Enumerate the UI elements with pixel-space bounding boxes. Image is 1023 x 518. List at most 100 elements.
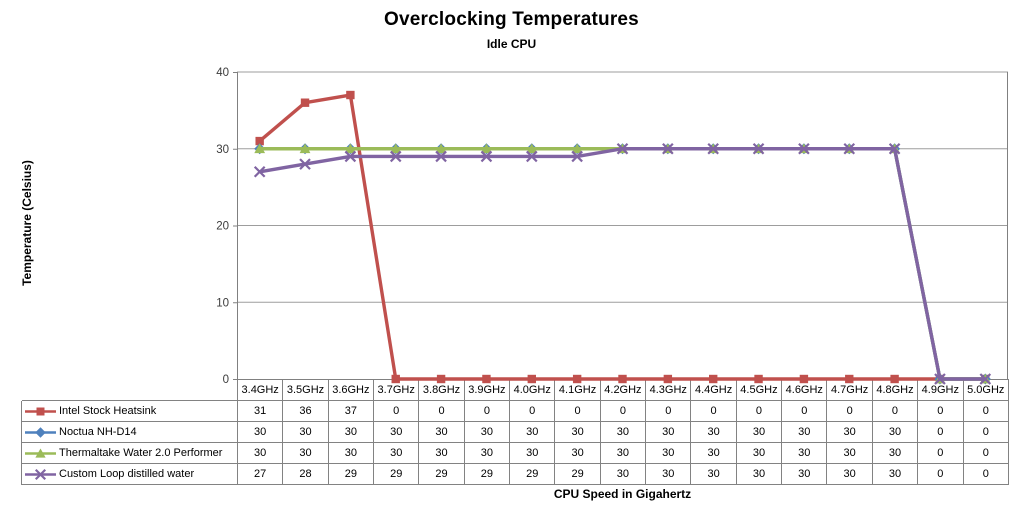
series-line: [259, 147, 986, 381]
x-category-label: 3.4GHz: [236, 379, 284, 401]
x-category-label: 4.2GHz: [599, 379, 647, 401]
marker-x: [707, 142, 719, 155]
legend-label: Intel Stock Heatsink: [59, 405, 157, 418]
marker-x: [662, 142, 674, 155]
x-category-label: 4.0GHz: [509, 379, 556, 401]
legend-label: Thermaltake Water 2.0 Performer: [59, 447, 223, 460]
marker-x: [843, 142, 856, 155]
value-cell: 0: [418, 399, 465, 423]
legend-cell: Thermaltake Water 2.0 Performer: [21, 442, 238, 465]
value-cell: 30: [327, 442, 375, 465]
value-cell: 30: [871, 421, 919, 444]
marker-triangle: [35, 448, 46, 458]
marker-x: [752, 142, 765, 155]
y-axis-title: Temperature (Celsius): [20, 160, 34, 286]
marker-diamond: [662, 143, 674, 155]
x-category-label: 4.3GHz: [645, 379, 692, 401]
table-corner-spacer: [22, 380, 238, 401]
marker-square: [346, 90, 355, 100]
legend-cell: Noctua NH-D14: [21, 421, 238, 444]
marker-diamond: [889, 143, 901, 155]
y-tick-label: 40: [216, 67, 229, 79]
value-cell: 30: [236, 421, 284, 444]
value-cell: 0: [826, 399, 873, 423]
marker-x: [344, 150, 357, 163]
value-cell: 30: [509, 442, 556, 465]
marker-triangle: [526, 143, 538, 154]
value-cell: 0: [373, 399, 420, 423]
value-cell: 0: [463, 399, 511, 423]
value-cell: 30: [599, 463, 647, 486]
x-category-label: 4.5GHz: [735, 379, 783, 401]
value-cell: 30: [373, 421, 420, 444]
y-tick-label: 30: [216, 144, 229, 156]
marker-diamond: [843, 143, 855, 155]
value-cell: 0: [781, 399, 828, 423]
marker-x: [389, 150, 402, 163]
value-cell: 30: [599, 421, 647, 444]
x-axis-title: CPU Speed in Gigahertz: [553, 487, 692, 501]
value-cell: 30: [554, 421, 601, 444]
marker-triangle: [344, 143, 356, 154]
value-cell: 30: [327, 421, 375, 444]
x-category-label: 3.7GHz: [373, 379, 420, 401]
value-cell: 31: [236, 399, 284, 423]
legend-marker-icon: [24, 447, 57, 460]
marker-diamond: [480, 143, 492, 155]
value-cell: 0: [871, 399, 919, 423]
value-cell: 0: [962, 399, 1009, 423]
value-cell: 0: [962, 463, 1009, 486]
value-cell: 0: [962, 442, 1009, 465]
marker-diamond: [571, 143, 583, 155]
value-cell: 29: [373, 463, 420, 486]
x-axis-label-row: 3.4GHz 3.5GHz 3.6GHz 3.7GHz 3.8GHz 3.9GHz 4.0G…: [22, 379, 1009, 401]
table-row: Custom Loop distilled water 27 28 29 29 29 29 2…: [21, 463, 1009, 486]
value-cell: 0: [554, 399, 601, 423]
marker-triangle: [390, 143, 402, 154]
marker-diamond: [344, 143, 356, 155]
chart-title: Overclocking Temperatures: [384, 9, 639, 30]
marker-x: [526, 150, 538, 163]
marker-diamond: [707, 143, 719, 155]
marker-diamond: [617, 143, 628, 155]
value-cell: 29: [327, 463, 375, 486]
series-intel-stock-heatsink: [255, 90, 990, 384]
legend-cell: Intel Stock Heatsink: [21, 399, 238, 423]
marker-x: [253, 165, 266, 178]
marker-square: [36, 407, 45, 416]
value-cell: 0: [645, 399, 692, 423]
marker-x: [344, 150, 357, 163]
series-line: [258, 93, 986, 381]
value-cell: 0: [917, 399, 964, 423]
legend-label: Custom Loop distilled water: [59, 468, 195, 481]
marker-triangle: [435, 143, 447, 154]
series-custom-loop-distilled-water: [253, 142, 992, 385]
value-cell: 30: [418, 421, 465, 444]
chart-subtitle: Idle CPU: [486, 37, 537, 51]
marker-x: [299, 158, 311, 170]
marker-diamond: [435, 143, 447, 155]
marker-triangle: [571, 143, 583, 154]
value-cell: 30: [418, 442, 465, 465]
marker-square: [300, 98, 310, 107]
marker-x: [843, 142, 856, 155]
marker-triangle: [617, 143, 628, 154]
value-cell: 28: [282, 463, 329, 486]
marker-x: [34, 468, 47, 480]
marker-diamond: [753, 143, 765, 155]
series-thermaltake-water-2-0-performer: [254, 143, 991, 384]
value-cell: 30: [554, 442, 601, 465]
value-cell: 0: [735, 399, 783, 423]
marker-x: [888, 142, 901, 155]
marker-triangle: [753, 143, 764, 154]
value-cell: 30: [826, 463, 873, 486]
value-cell: 30: [645, 421, 692, 444]
value-cell: 0: [917, 463, 964, 486]
x-category-label: 3.6GHz: [327, 379, 375, 401]
value-cell: 0: [599, 399, 647, 423]
marker-diamond: [35, 426, 46, 438]
value-cell: 30: [463, 421, 511, 444]
marker-x: [253, 165, 266, 178]
value-cell: 30: [236, 442, 284, 465]
